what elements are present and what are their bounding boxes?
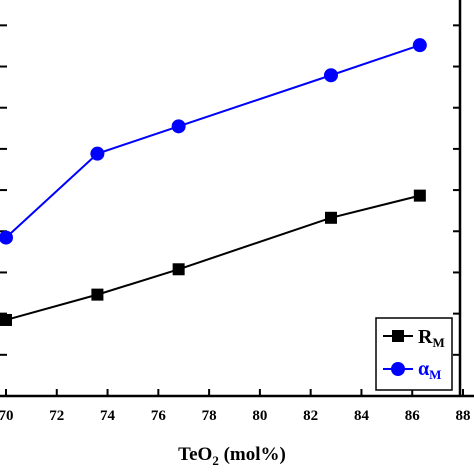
data-point-circle (323, 68, 338, 83)
x-tick-label-82: 82 (303, 408, 318, 424)
x-tick-label-78: 78 (202, 408, 217, 424)
data-point-circle (171, 119, 186, 134)
x-axis-title-suffix: (mol%) (219, 444, 286, 465)
x-tick-label-88: 88 (456, 408, 471, 424)
series-line-1 (5, 44, 421, 239)
x-tick-label-76: 76 (151, 408, 167, 424)
series-line-0 (5, 194, 421, 321)
legend-marker-rm (392, 330, 404, 342)
legend-label-rm: RM (418, 326, 445, 350)
legend-marker-am (391, 362, 405, 376)
data-point-square (413, 189, 426, 202)
data-point-circle (412, 38, 427, 53)
legend-label-rm-sub: M (432, 335, 444, 350)
x-axis-title-base: TeO (178, 444, 212, 465)
legend: RM αM (375, 317, 453, 391)
legend-label-rm-base: R (418, 326, 433, 348)
series-0 (0, 189, 426, 326)
data-point-square (172, 263, 185, 276)
x-ticks: 70 72 74 76 78 80 82 84 86 88 (0, 389, 471, 424)
legend-box (375, 317, 453, 391)
series-1 (0, 38, 427, 245)
x-axis-title: TeO2 (mol%) (178, 444, 286, 468)
plot-area: 70 72 74 76 78 80 82 84 86 88 (0, 0, 474, 424)
series-layer (0, 38, 427, 326)
x-tick-label-72: 72 (49, 408, 64, 424)
x-tick-label-84: 84 (354, 408, 370, 424)
data-point-circle (0, 230, 13, 245)
x-axis-title-subscript: 2 (212, 453, 219, 468)
x-tick-label-86: 86 (405, 408, 421, 424)
data-point-square (0, 313, 12, 326)
data-point-square (91, 288, 104, 301)
legend-label-am-base: α (418, 358, 429, 380)
legend-label-am: αM (418, 358, 441, 382)
x-tick-label-74: 74 (100, 408, 116, 424)
x-tick-label-80: 80 (252, 408, 267, 424)
data-point-square (324, 211, 337, 224)
x-tick-label-70: 70 (0, 408, 14, 424)
data-point-circle (90, 146, 105, 161)
y-ticks (0, 24, 460, 397)
legend-label-am-sub: M (429, 367, 441, 382)
